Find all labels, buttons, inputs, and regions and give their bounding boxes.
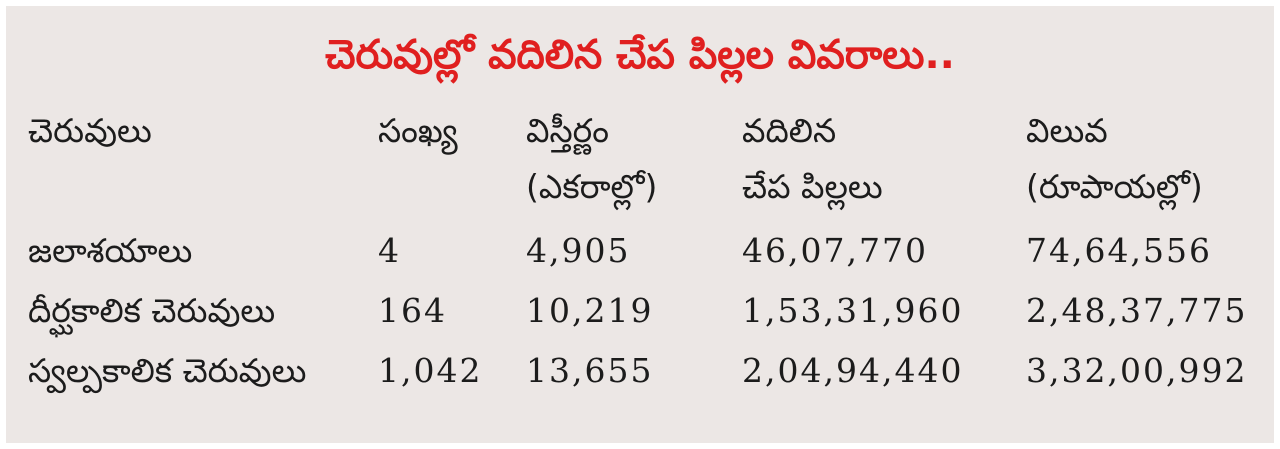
header-ponds: చెరువులు — [28, 111, 152, 150]
header-area-unit: (ఎకరాల్లో) — [526, 167, 658, 206]
row-reservoirs-area: 4,905 — [526, 231, 631, 270]
row-shortterm-value: 3,32,00,992 — [1026, 351, 1248, 390]
row-shortterm-area: 13,655 — [526, 351, 654, 390]
header-released: వదిలిన — [742, 111, 837, 150]
row-reservoirs-name: జలాశయాలు — [28, 231, 193, 270]
row-longterm-count: 164 — [378, 291, 447, 330]
header-value-unit: (రూపాయల్లో) — [1026, 167, 1203, 206]
row-longterm-released: 1,53,31,960 — [742, 291, 964, 330]
header-value: విలువ — [1026, 111, 1108, 150]
header-area: విస్తీర్ణం — [526, 111, 609, 150]
row-reservoirs-value: 74,64,556 — [1026, 231, 1212, 270]
row-longterm-area: 10,219 — [526, 291, 654, 330]
row-shortterm-released: 2,04,94,440 — [742, 351, 964, 390]
header-count: సంఖ్య — [378, 111, 458, 150]
row-longterm-name: దీర్ఘకాలిక చెరువులు — [28, 291, 276, 330]
header-released-fingerlings: చేప పిల్లలు — [742, 167, 883, 206]
row-reservoirs-released: 46,07,770 — [742, 231, 928, 270]
info-panel: చెరువుల్లో వదిలిన చేప పిల్లల వివరాలు.. చ… — [6, 6, 1274, 443]
row-reservoirs-count: 4 — [378, 231, 401, 270]
panel-title: చెరువుల్లో వదిలిన చేప పిల్లల వివరాలు.. — [325, 32, 955, 78]
row-shortterm-count: 1,042 — [378, 351, 483, 390]
row-shortterm-name: స్వల్పకాలిక చెరువులు — [28, 351, 307, 390]
row-longterm-value: 2,48,37,775 — [1026, 291, 1248, 330]
